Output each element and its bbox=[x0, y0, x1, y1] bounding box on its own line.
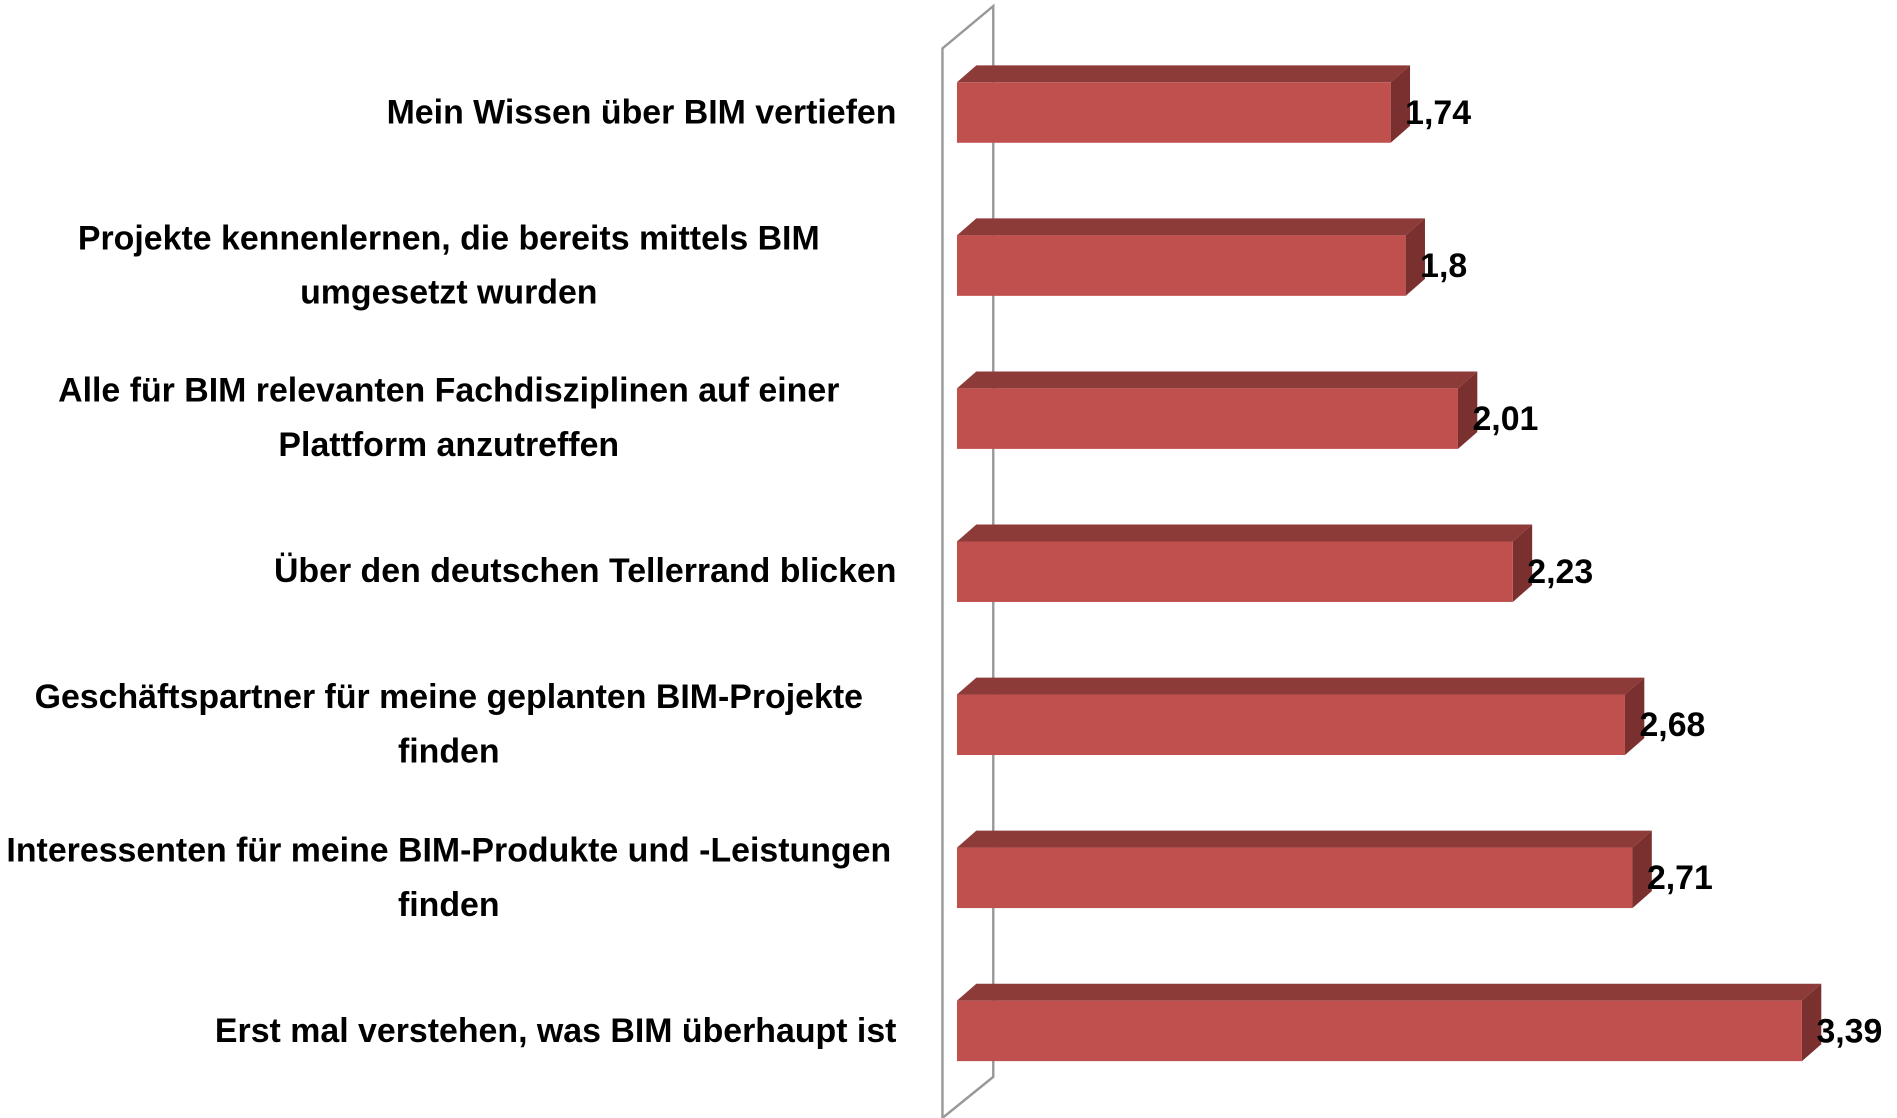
value-label: 2,71 bbox=[1647, 859, 1713, 897]
bar-top bbox=[956, 371, 1478, 389]
category-label-box: Mein Wissen über BIM vertiefen bbox=[1, 40, 897, 185]
category-label-row: Mein Wissen über BIM vertiefen bbox=[1, 40, 897, 185]
value-label: 2,68 bbox=[1639, 706, 1705, 744]
bar-top bbox=[956, 524, 1533, 542]
bar bbox=[956, 1000, 1802, 1062]
value-label: 3,39 bbox=[1816, 1012, 1882, 1050]
bar bbox=[956, 82, 1391, 143]
bar-side bbox=[1632, 830, 1652, 909]
category-label-row: Alle für BIM relevanten Fachdisziplinen … bbox=[1, 346, 896, 491]
value-label: 1,8 bbox=[1420, 247, 1467, 285]
category-label-box: Erst mal verstehen, was BIM überhaupt is… bbox=[1, 958, 897, 1103]
bar bbox=[956, 694, 1625, 756]
bar bbox=[956, 847, 1633, 909]
bar-side bbox=[1801, 983, 1822, 1062]
category-label-row: Projekte kennenlernen, die bereits mitte… bbox=[1, 193, 896, 338]
category-label-box: Projekte kennenlernen, die bereits mitte… bbox=[1, 193, 896, 338]
value-label: 1,74 bbox=[1405, 94, 1471, 132]
category-label: Geschäftspartner für meine geplanten BIM… bbox=[34, 677, 863, 770]
category-label: Interessenten für meine BIM-Produkte und… bbox=[6, 830, 892, 923]
category-label: Mein Wissen über BIM vertiefen bbox=[386, 92, 897, 131]
category-label-box: Interessenten für meine BIM-Produkte und… bbox=[1, 805, 896, 950]
category-label: Erst mal verstehen, was BIM überhaupt is… bbox=[214, 1011, 897, 1049]
bar-top bbox=[956, 218, 1425, 236]
bar bbox=[956, 235, 1406, 296]
category-label-row: Erst mal verstehen, was BIM überhaupt is… bbox=[1, 958, 897, 1103]
value-label: 2,01 bbox=[1472, 400, 1538, 438]
category-label-row: Geschäftspartner für meine geplanten BIM… bbox=[1, 652, 896, 797]
category-label: Alle für BIM relevanten Fachdisziplinen … bbox=[58, 371, 840, 464]
bar-top bbox=[956, 830, 1652, 848]
value-label: 2,23 bbox=[1527, 553, 1593, 591]
bar-side bbox=[1390, 65, 1411, 143]
category-label: Über den deutschen Tellerrand blicken bbox=[273, 551, 897, 590]
category-label-box: Geschäftspartner für meine geplanten BIM… bbox=[1, 652, 896, 797]
category-label: Projekte kennenlernen, die bereits mitte… bbox=[77, 218, 820, 311]
bar bbox=[956, 388, 1458, 449]
bar-top bbox=[956, 983, 1822, 1001]
category-label-box: Alle für BIM relevanten Fachdisziplinen … bbox=[1, 346, 896, 491]
bar-top bbox=[956, 677, 1645, 695]
bar-side bbox=[1457, 371, 1478, 449]
category-label-row: Interessenten für meine BIM-Produkte und… bbox=[1, 805, 896, 950]
bar bbox=[956, 541, 1513, 602]
bar-top bbox=[956, 65, 1411, 83]
bar-side bbox=[1624, 677, 1645, 756]
category-label-box: Über den deutschen Tellerrand blicken bbox=[1, 499, 897, 644]
bar-side bbox=[1512, 524, 1533, 602]
category-label-row: Über den deutschen Tellerrand blicken bbox=[1, 499, 897, 644]
bar-side bbox=[1405, 218, 1425, 296]
